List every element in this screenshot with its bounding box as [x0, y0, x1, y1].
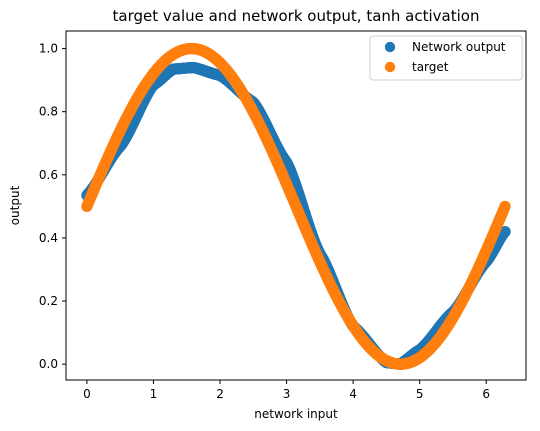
series-layer [81, 42, 511, 370]
x-tick-label: 6 [482, 387, 490, 401]
legend-label: Network output [412, 40, 506, 54]
legend-marker [384, 41, 396, 53]
legend: Network output target [369, 35, 523, 81]
series-target [81, 42, 511, 370]
y-axis-label: output [8, 185, 22, 225]
chart-title: target value and network output, tanh ac… [113, 7, 480, 25]
target-point [499, 200, 511, 212]
x-tick-label: 0 [83, 387, 91, 401]
y-tick-label: 0.2 [39, 294, 58, 308]
legend-marker [384, 61, 396, 73]
y-tick-label: 0.0 [39, 357, 58, 371]
x-tick-label: 3 [283, 387, 291, 401]
y-tick-label: 1.0 [39, 42, 58, 56]
legend-box [369, 35, 523, 81]
x-axis-label: network input [254, 407, 338, 421]
x-tick-label: 1 [150, 387, 158, 401]
y-axis: 0.0 0.2 0.4 0.6 0.8 1.0 [39, 42, 66, 371]
legend-label: target [412, 60, 449, 74]
x-tick-label: 2 [216, 387, 224, 401]
x-axis: 0 1 2 3 4 5 6 [83, 380, 490, 401]
x-tick-label: 4 [349, 387, 357, 401]
y-tick-label: 0.6 [39, 168, 58, 182]
plot-frame [65, 30, 527, 381]
y-tick-label: 0.8 [39, 105, 58, 119]
x-tick-label: 5 [416, 387, 424, 401]
y-tick-label: 0.4 [39, 231, 58, 245]
network-output-point [499, 226, 511, 238]
